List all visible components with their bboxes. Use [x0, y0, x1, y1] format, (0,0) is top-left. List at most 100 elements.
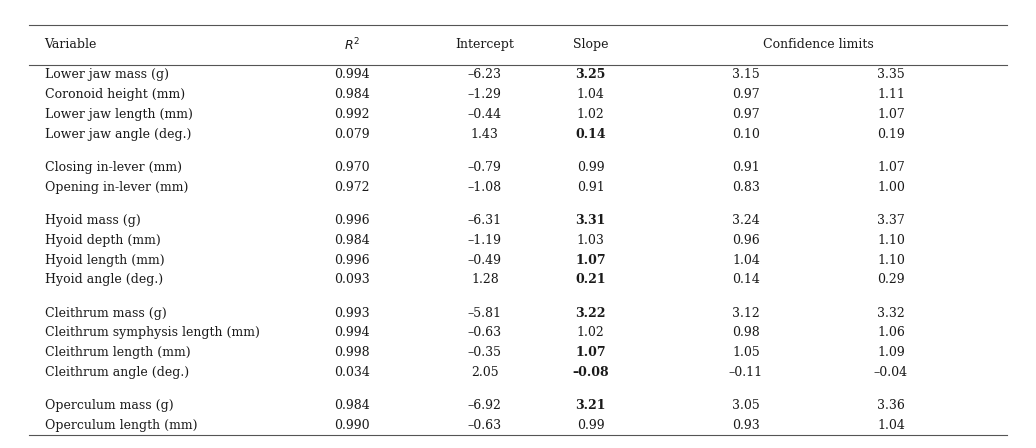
Text: 1.04: 1.04 — [732, 254, 759, 267]
Text: 3.31: 3.31 — [575, 214, 606, 227]
Text: Opening in-lever (mm): Opening in-lever (mm) — [45, 181, 188, 194]
Text: Cleithrum angle (deg.): Cleithrum angle (deg.) — [45, 366, 189, 379]
Text: 3.37: 3.37 — [877, 214, 904, 227]
Text: 1.07: 1.07 — [877, 161, 904, 174]
Text: 3.15: 3.15 — [732, 69, 759, 82]
Text: 1.10: 1.10 — [877, 234, 904, 247]
Text: 1.02: 1.02 — [577, 108, 604, 121]
Text: 0.984: 0.984 — [335, 88, 370, 101]
Text: 1.10: 1.10 — [877, 254, 904, 267]
Text: 0.994: 0.994 — [335, 327, 370, 340]
Text: 1.09: 1.09 — [877, 346, 904, 359]
Text: –6.23: –6.23 — [468, 69, 501, 82]
Text: 1.04: 1.04 — [577, 88, 604, 101]
Text: Operculum mass (g): Operculum mass (g) — [45, 399, 173, 412]
Text: 0.970: 0.970 — [335, 161, 370, 174]
Text: 1.07: 1.07 — [877, 108, 904, 121]
Text: Confidence limits: Confidence limits — [764, 38, 873, 52]
Text: 0.98: 0.98 — [732, 327, 759, 340]
Text: Lower jaw length (mm): Lower jaw length (mm) — [45, 108, 193, 121]
Text: 1.11: 1.11 — [877, 88, 904, 101]
Text: 0.96: 0.96 — [732, 234, 759, 247]
Text: Hyoid depth (mm): Hyoid depth (mm) — [45, 234, 161, 247]
Text: 3.36: 3.36 — [877, 399, 904, 412]
Text: –6.31: –6.31 — [468, 214, 501, 227]
Text: 0.99: 0.99 — [577, 419, 604, 432]
Text: –0.08: –0.08 — [572, 366, 609, 379]
Text: 0.972: 0.972 — [335, 181, 370, 194]
Text: 1.28: 1.28 — [471, 273, 498, 286]
Text: 0.993: 0.993 — [335, 306, 370, 319]
Text: 0.984: 0.984 — [335, 399, 370, 412]
Text: 0.19: 0.19 — [877, 128, 904, 141]
Text: –0.11: –0.11 — [729, 366, 762, 379]
Text: Coronoid height (mm): Coronoid height (mm) — [45, 88, 184, 101]
Text: 0.29: 0.29 — [877, 273, 904, 286]
Text: 3.22: 3.22 — [575, 306, 606, 319]
Text: Lower jaw mass (g): Lower jaw mass (g) — [45, 69, 169, 82]
Text: Variable: Variable — [45, 38, 97, 52]
Text: –0.79: –0.79 — [468, 161, 501, 174]
Text: Hyoid length (mm): Hyoid length (mm) — [45, 254, 164, 267]
Text: 0.998: 0.998 — [335, 346, 370, 359]
Text: 0.97: 0.97 — [732, 88, 759, 101]
Text: 0.99: 0.99 — [577, 161, 604, 174]
Text: 3.12: 3.12 — [732, 306, 759, 319]
Text: Cleithrum symphysis length (mm): Cleithrum symphysis length (mm) — [45, 327, 259, 340]
Text: –0.04: –0.04 — [874, 366, 908, 379]
Text: –0.49: –0.49 — [468, 254, 501, 267]
Text: 0.83: 0.83 — [732, 181, 759, 194]
Text: 0.994: 0.994 — [335, 69, 370, 82]
Text: 3.25: 3.25 — [575, 69, 606, 82]
Text: 0.93: 0.93 — [732, 419, 759, 432]
Text: 3.21: 3.21 — [575, 399, 606, 412]
Text: 0.079: 0.079 — [335, 128, 370, 141]
Text: 1.05: 1.05 — [732, 346, 759, 359]
Text: Hyoid mass (g): Hyoid mass (g) — [45, 214, 140, 227]
Text: 0.91: 0.91 — [577, 181, 604, 194]
Text: –0.63: –0.63 — [468, 419, 501, 432]
Text: 1.07: 1.07 — [575, 346, 606, 359]
Text: 1.02: 1.02 — [577, 327, 604, 340]
Text: –1.29: –1.29 — [468, 88, 501, 101]
Text: 0.10: 0.10 — [732, 128, 759, 141]
Text: Slope: Slope — [573, 38, 608, 52]
Text: Cleithrum mass (g): Cleithrum mass (g) — [45, 306, 167, 319]
Text: 0.97: 0.97 — [732, 108, 759, 121]
Text: 3.35: 3.35 — [877, 69, 904, 82]
Text: –6.92: –6.92 — [468, 399, 501, 412]
Text: Closing in-lever (mm): Closing in-lever (mm) — [45, 161, 181, 174]
Text: 0.093: 0.093 — [335, 273, 370, 286]
Text: 0.14: 0.14 — [575, 128, 606, 141]
Text: 0.14: 0.14 — [732, 273, 759, 286]
Text: –0.35: –0.35 — [468, 346, 501, 359]
Text: 1.43: 1.43 — [471, 128, 498, 141]
Text: 1.04: 1.04 — [877, 419, 904, 432]
Text: 1.06: 1.06 — [877, 327, 904, 340]
Text: –0.44: –0.44 — [468, 108, 501, 121]
Text: 1.03: 1.03 — [577, 234, 604, 247]
Text: 3.24: 3.24 — [732, 214, 759, 227]
Text: Operculum length (mm): Operculum length (mm) — [45, 419, 197, 432]
Text: –5.81: –5.81 — [468, 306, 501, 319]
Text: 0.990: 0.990 — [335, 419, 370, 432]
Text: 0.996: 0.996 — [335, 214, 370, 227]
Text: $R^2$: $R^2$ — [344, 36, 361, 53]
Text: 2.05: 2.05 — [471, 366, 498, 379]
Text: Intercept: Intercept — [456, 38, 514, 52]
Text: 1.00: 1.00 — [877, 181, 904, 194]
Text: 0.996: 0.996 — [335, 254, 370, 267]
Text: 0.992: 0.992 — [335, 108, 370, 121]
Text: 0.984: 0.984 — [335, 234, 370, 247]
Text: Lower jaw angle (deg.): Lower jaw angle (deg.) — [45, 128, 191, 141]
Text: –0.63: –0.63 — [468, 327, 501, 340]
Text: –1.08: –1.08 — [468, 181, 501, 194]
Text: 0.21: 0.21 — [575, 273, 606, 286]
Text: Hyoid angle (deg.): Hyoid angle (deg.) — [45, 273, 163, 286]
Text: 0.034: 0.034 — [335, 366, 370, 379]
Text: 0.91: 0.91 — [732, 161, 759, 174]
Text: 3.05: 3.05 — [732, 399, 759, 412]
Text: Cleithrum length (mm): Cleithrum length (mm) — [45, 346, 191, 359]
Text: –1.19: –1.19 — [468, 234, 501, 247]
Text: 1.07: 1.07 — [575, 254, 606, 267]
